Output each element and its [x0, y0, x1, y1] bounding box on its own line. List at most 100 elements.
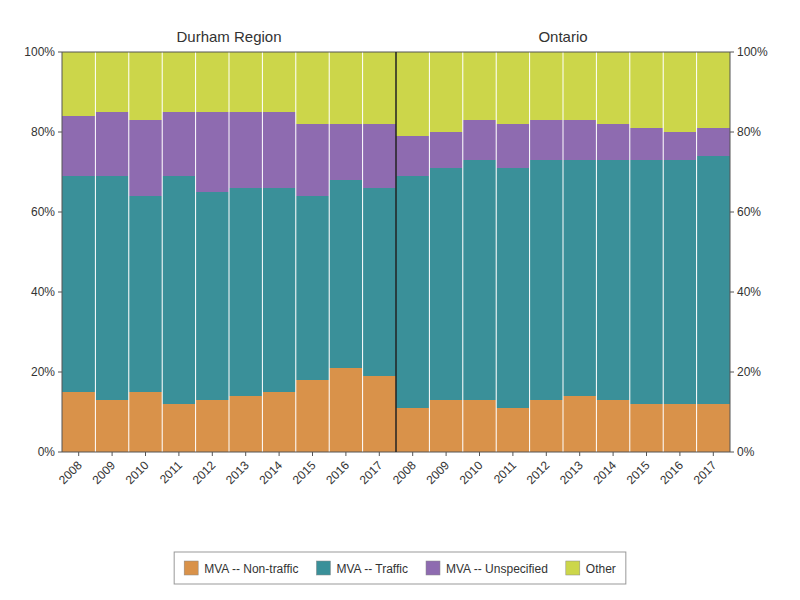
bar-separator — [128, 52, 129, 452]
bar-segment — [363, 188, 396, 376]
bar-segment — [563, 160, 596, 396]
x-tick — [512, 452, 513, 456]
x-tick-label: 2014 — [590, 458, 619, 487]
legend-swatch — [566, 561, 580, 575]
bars — [396, 52, 730, 452]
legend-label: MVA -- Unspecified — [446, 562, 548, 576]
bar-segment — [630, 160, 663, 404]
x-tick — [446, 452, 447, 456]
y-tick-label: 60% — [31, 205, 55, 219]
legend-label: MVA -- Non-traffic — [204, 562, 298, 576]
x-tick-label: 2013 — [223, 458, 252, 487]
x-tick — [78, 452, 79, 456]
bar-segment — [62, 116, 95, 176]
bar-segment — [530, 160, 563, 400]
bar-segment — [62, 176, 95, 392]
bar-segment — [697, 128, 730, 156]
panel-title: Ontario — [538, 28, 587, 45]
bar-segment — [129, 120, 162, 196]
x-tick-label: 2012 — [524, 458, 553, 487]
bar-segment — [329, 368, 362, 452]
bar-separator — [462, 52, 463, 452]
x-tick-label: 2009 — [89, 458, 118, 487]
y-tick-label: 0% — [38, 445, 56, 459]
bar-segment — [697, 156, 730, 404]
bar-segment — [596, 160, 629, 400]
x-tick — [312, 452, 313, 456]
bar-segment — [463, 160, 496, 400]
x-tick-label: 2011 — [157, 458, 185, 486]
x-tick-label: 2008 — [56, 458, 85, 487]
bar-segment — [429, 52, 462, 132]
bar-segment — [363, 52, 396, 124]
y-tick-label: 40% — [737, 285, 761, 299]
bar-separator — [429, 52, 430, 452]
legend: MVA -- Non-trafficMVA -- TrafficMVA -- U… — [174, 552, 626, 584]
bar-segment — [463, 400, 496, 452]
bar-segment — [62, 392, 95, 452]
bar-segment — [530, 52, 563, 120]
bar-segment — [663, 52, 696, 132]
x-tick — [679, 452, 680, 456]
y-tick-label: 60% — [737, 205, 761, 219]
x-tick — [112, 452, 113, 456]
y-tick-label: 20% — [31, 365, 55, 379]
bar-segment — [596, 52, 629, 124]
bar-segment — [396, 52, 429, 136]
bar-segment — [329, 180, 362, 368]
bar-separator — [362, 52, 363, 452]
bar-segment — [463, 52, 496, 120]
bar-segment — [563, 120, 596, 160]
bar-segment — [129, 196, 162, 392]
x-tick-label: 2008 — [390, 458, 419, 487]
panel-title: Durham Region — [176, 28, 281, 45]
y-tick-label: 100% — [737, 45, 768, 59]
bar-segment — [296, 196, 329, 380]
bar-segment — [697, 404, 730, 452]
x-tick — [145, 452, 146, 456]
y-axis — [62, 52, 63, 452]
legend-frame — [174, 552, 626, 584]
legend-swatch — [426, 561, 440, 575]
legend-swatch — [184, 561, 198, 575]
bar-segment — [496, 168, 529, 408]
bar-separator — [195, 52, 196, 452]
bar-segment — [229, 52, 262, 112]
bar-separator — [295, 52, 296, 452]
bar-segment — [363, 376, 396, 452]
x-tick-label: 2013 — [557, 458, 586, 487]
bar-segment — [229, 112, 262, 188]
y-tick — [730, 292, 734, 293]
y-tick — [58, 132, 62, 133]
x-tick — [245, 452, 246, 456]
y-tick — [730, 452, 734, 453]
x-tick — [546, 452, 547, 456]
x-tick — [646, 452, 647, 456]
bar-segment — [663, 160, 696, 404]
bars — [62, 52, 396, 452]
bar-separator — [496, 52, 497, 452]
bar-segment — [596, 124, 629, 160]
y-tick-label: 40% — [31, 285, 55, 299]
bar-separator — [563, 52, 564, 452]
bar-segment — [95, 400, 128, 452]
bar-segment — [162, 112, 195, 176]
x-tick-label: 2015 — [624, 458, 653, 487]
bar-segment — [429, 400, 462, 452]
bar-segment — [95, 112, 128, 176]
x-tick-label: 2016 — [657, 458, 686, 487]
y-tick — [58, 212, 62, 213]
y-tick — [58, 452, 62, 453]
bar-separator — [262, 52, 263, 452]
frame-top — [62, 52, 396, 53]
bar-segment — [95, 176, 128, 400]
bar-segment — [329, 52, 362, 124]
bar-segment — [296, 380, 329, 452]
bar-segment — [663, 132, 696, 160]
x-tick-label: 2009 — [423, 458, 452, 487]
panel-divider — [395, 52, 397, 452]
bar-segment — [496, 408, 529, 452]
bar-segment — [196, 52, 229, 112]
bar-segment — [95, 52, 128, 112]
bar-segment — [530, 400, 563, 452]
